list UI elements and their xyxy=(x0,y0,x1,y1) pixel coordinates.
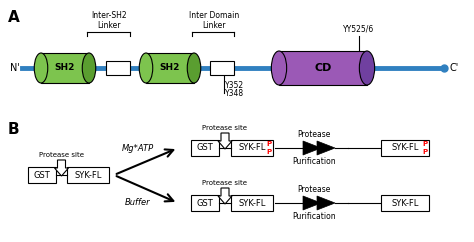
Text: C': C' xyxy=(450,63,459,73)
Polygon shape xyxy=(55,160,69,176)
Text: SH2: SH2 xyxy=(160,63,180,73)
Text: Y348: Y348 xyxy=(225,89,244,98)
Text: SYK-FL: SYK-FL xyxy=(238,198,266,207)
Text: SYK-FL: SYK-FL xyxy=(74,171,102,180)
Text: SH2: SH2 xyxy=(55,63,75,73)
Text: N': N' xyxy=(10,63,20,73)
Text: SYK-FL: SYK-FL xyxy=(392,144,419,152)
Text: Inter Domain
Linker: Inter Domain Linker xyxy=(189,11,239,30)
Text: Inter-SH2
Linker: Inter-SH2 Linker xyxy=(91,11,128,30)
Bar xyxy=(191,140,219,156)
Text: GST: GST xyxy=(197,144,213,152)
Text: YY525/6: YY525/6 xyxy=(343,25,374,34)
Text: Mg*ATP: Mg*ATP xyxy=(122,144,154,153)
Ellipse shape xyxy=(34,53,48,83)
Text: GST: GST xyxy=(34,171,50,180)
Bar xyxy=(231,195,273,211)
Bar xyxy=(381,140,429,156)
Ellipse shape xyxy=(187,53,201,83)
Text: Purification: Purification xyxy=(292,157,336,166)
Bar xyxy=(191,195,219,211)
Polygon shape xyxy=(218,133,232,149)
Text: SYK-FL: SYK-FL xyxy=(238,144,266,152)
Text: Purification: Purification xyxy=(292,212,336,221)
Polygon shape xyxy=(218,188,232,204)
Bar xyxy=(146,53,194,83)
Text: P: P xyxy=(267,149,272,155)
Text: Protease: Protease xyxy=(297,130,331,139)
Text: SYK-FL: SYK-FL xyxy=(392,198,419,207)
Bar xyxy=(106,61,130,75)
Text: Protease site: Protease site xyxy=(202,180,247,186)
Text: GST: GST xyxy=(197,198,213,207)
Bar xyxy=(210,61,234,75)
Text: CD: CD xyxy=(314,63,332,73)
Text: Buffer: Buffer xyxy=(125,198,151,207)
Text: P: P xyxy=(267,141,272,147)
Text: B: B xyxy=(8,122,19,137)
Polygon shape xyxy=(303,141,321,155)
Text: P: P xyxy=(423,149,428,155)
Ellipse shape xyxy=(271,51,287,85)
Text: Protease site: Protease site xyxy=(39,152,84,158)
Text: P: P xyxy=(423,141,428,147)
Polygon shape xyxy=(317,196,335,210)
Ellipse shape xyxy=(139,53,153,83)
Bar xyxy=(231,140,273,156)
Text: Protease: Protease xyxy=(297,185,331,194)
Ellipse shape xyxy=(359,51,374,85)
Bar xyxy=(381,195,429,211)
Polygon shape xyxy=(303,196,321,210)
Bar xyxy=(67,167,109,183)
Text: A: A xyxy=(8,10,20,25)
Bar xyxy=(279,51,367,85)
Polygon shape xyxy=(317,141,335,155)
Text: Y352: Y352 xyxy=(225,81,244,90)
Text: Protease site: Protease site xyxy=(202,125,247,131)
Bar xyxy=(28,167,56,183)
Bar xyxy=(41,53,89,83)
Ellipse shape xyxy=(82,53,96,83)
